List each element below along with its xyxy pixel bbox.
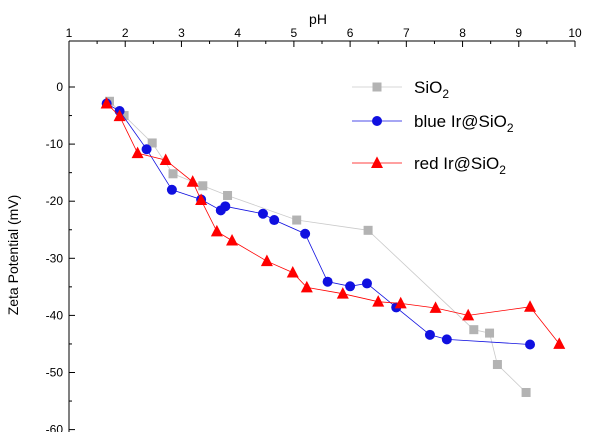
data-point [524, 300, 537, 312]
series-layer [100, 96, 566, 397]
data-point [492, 360, 502, 370]
legend-entry: blue Ir@SiO2 [352, 112, 514, 135]
legend-label-subscript: 2 [442, 87, 449, 101]
data-point [441, 334, 452, 345]
data-point [345, 281, 356, 292]
y-tick-label: -30 [46, 251, 64, 265]
data-point [113, 109, 126, 122]
legend-entry: red Ir@SiO2 [352, 154, 506, 177]
x-tick-label: 8 [459, 26, 466, 40]
x-tick-label: 3 [178, 26, 185, 40]
y-tick-label: -10 [46, 137, 64, 151]
legend-label-main: blue Ir@SiO [414, 112, 507, 131]
legend-label: SiO2 [414, 78, 449, 101]
data-point [361, 278, 372, 289]
x-tick-label: 9 [515, 26, 522, 40]
x-tick-label: 4 [234, 26, 241, 40]
y-tick-label: -40 [46, 308, 64, 322]
data-point [119, 111, 129, 121]
data-point [300, 228, 311, 239]
data-point [322, 276, 333, 287]
data-point [553, 337, 566, 349]
plot-frame [68, 40, 575, 432]
data-point [300, 280, 313, 293]
data-point [210, 224, 223, 237]
data-point [141, 144, 152, 155]
data-point [336, 287, 349, 299]
legend-label-main: SiO [414, 78, 442, 97]
legend-entry: SiO2 [352, 78, 449, 101]
legend-marker [371, 156, 383, 168]
data-point [198, 181, 208, 191]
legend-label-main: red Ir@SiO [414, 154, 499, 173]
y-tick-label: -60 [46, 423, 64, 432]
x-axis-ticks: 1 2 3 4 5 6 7 8 9 10 [66, 26, 582, 47]
x-axis-title: pH [309, 11, 327, 27]
data-point [269, 215, 280, 226]
y-axis-ticks: 0 -10 -20 -30 -40 -50 -60 [46, 80, 75, 432]
data-point [363, 225, 373, 235]
y-tick-label: 0 [56, 80, 63, 94]
data-point [424, 329, 435, 340]
data-point [525, 339, 536, 350]
legend-marker [372, 116, 382, 126]
data-point [462, 308, 475, 321]
data-point [286, 265, 299, 278]
data-point [469, 325, 479, 335]
data-point [159, 153, 172, 166]
data-point [168, 169, 178, 179]
x-tick-label: 2 [122, 26, 129, 40]
data-point [429, 301, 442, 313]
data-point [226, 233, 239, 246]
series-line [109, 101, 527, 393]
data-point [394, 296, 407, 309]
x-tick-label: 6 [347, 26, 354, 40]
data-point [223, 190, 233, 200]
x-tick-label: 1 [66, 26, 73, 40]
y-axis-title: Zeta Potential (mV) [5, 195, 21, 316]
data-point [131, 146, 144, 159]
series-circle [101, 98, 536, 350]
data-point [166, 184, 177, 195]
x-tick-label: 7 [403, 26, 410, 40]
legend-marker [372, 82, 382, 92]
data-point [485, 328, 495, 338]
x-tick-label: 10 [568, 26, 582, 40]
series-line [106, 103, 531, 345]
data-point [186, 175, 199, 187]
data-point [372, 295, 385, 307]
data-point [220, 201, 231, 212]
data-point [521, 387, 531, 397]
series-triangle [100, 96, 566, 349]
data-point [260, 254, 273, 267]
legend-label: red Ir@SiO2 [414, 154, 506, 177]
series-line [106, 103, 560, 345]
y-tick-label: -50 [46, 366, 64, 380]
data-point [100, 96, 113, 109]
legend-label: blue Ir@SiO2 [414, 112, 514, 135]
legend-label-subscript: 2 [499, 163, 506, 177]
x-tick-label: 5 [291, 26, 298, 40]
data-point [147, 138, 157, 148]
data-point [257, 208, 268, 219]
data-point [292, 215, 302, 225]
y-tick-label: -20 [46, 194, 64, 208]
data-point [195, 193, 208, 206]
series-square [104, 96, 531, 397]
legend-label-subscript: 2 [507, 121, 514, 135]
